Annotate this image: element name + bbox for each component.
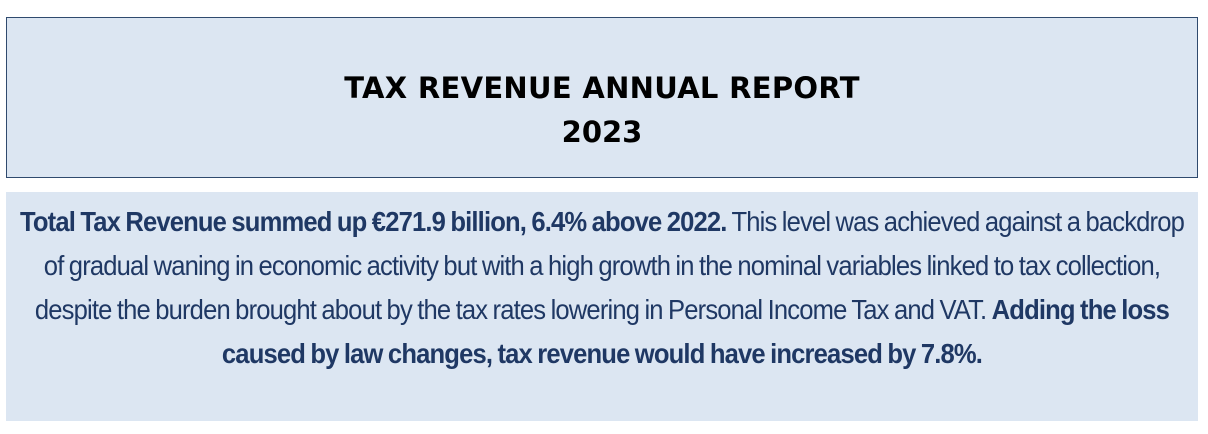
report-header: TAX REVENUE ANNUAL REPORT 2023	[6, 17, 1198, 178]
summary-bold-tail: Adding the loss caused by law changes, t…	[221, 294, 1170, 369]
summary-paragraph: Total Tax Revenue summed up €271.9 billi…	[16, 200, 1188, 376]
summary-panel: Total Tax Revenue summed up €271.9 billi…	[6, 192, 1198, 421]
report-title: TAX REVENUE ANNUAL REPORT	[344, 71, 860, 105]
summary-bold-lead: Total Tax Revenue summed up €271.9 billi…	[19, 206, 727, 237]
report-year: 2023	[561, 115, 643, 149]
summary-body: This level was achieved against a backdr…	[34, 206, 1185, 325]
